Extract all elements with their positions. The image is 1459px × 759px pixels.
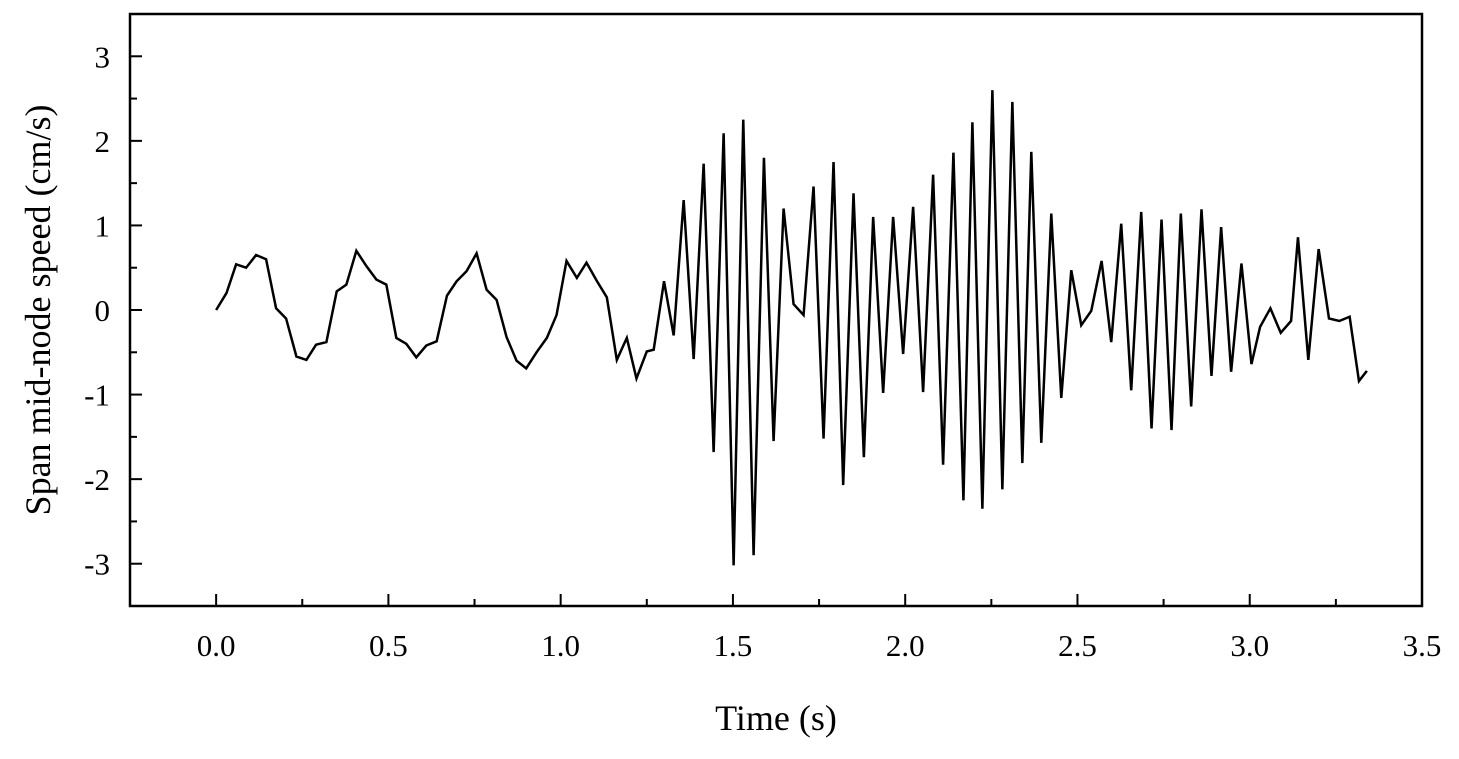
x-tick-label: 1.5 — [714, 628, 753, 663]
x-tick-label: 0.5 — [369, 628, 408, 663]
x-tick-label: 2.0 — [886, 628, 925, 663]
plot-frame — [128, 12, 1424, 608]
y-tick-label: -2 — [84, 462, 110, 497]
y-tick-label: 2 — [95, 124, 111, 159]
x-tick-label: 2.5 — [1058, 628, 1097, 663]
y-tick-label: 1 — [95, 208, 111, 243]
y-tick-label: -1 — [84, 378, 110, 413]
x-tick-label: 3.0 — [1230, 628, 1269, 663]
y-axis-label: Span mid-node speed (cm/s) — [18, 105, 58, 516]
y-tick-label: 0 — [95, 293, 111, 328]
x-tick-label: 1.0 — [541, 628, 580, 663]
x-axis-label: Time (s) — [715, 698, 837, 738]
x-tick-label: 0.0 — [197, 628, 236, 663]
x-tick-label: 3.5 — [1403, 628, 1442, 663]
y-tick-label: 3 — [95, 39, 111, 74]
y-tick-label: -3 — [84, 547, 110, 582]
data-line — [215, 90, 1368, 566]
